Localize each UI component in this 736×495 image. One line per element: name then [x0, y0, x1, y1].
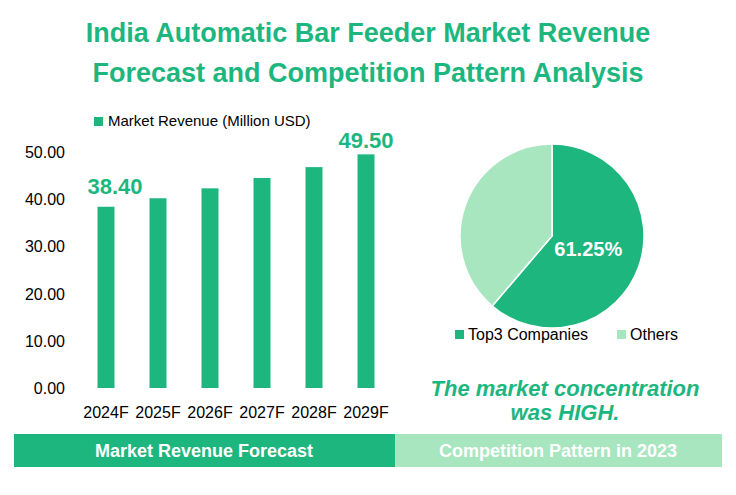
legend-swatch: [455, 330, 464, 339]
legend-label: Others: [630, 326, 678, 343]
y-tick-label: 30.00: [25, 238, 65, 255]
footer-band: [395, 434, 722, 467]
annotation: The market concentrationwas HIGH.: [431, 376, 700, 425]
y-tick-label: 50.00: [25, 144, 65, 161]
bar: [98, 207, 115, 388]
bar: [306, 167, 323, 388]
y-tick-label: 10.00: [25, 333, 65, 350]
bar: [150, 198, 167, 388]
legend-swatch: [94, 117, 103, 126]
legend-swatch: [617, 330, 626, 339]
x-tick-label: 2029F: [343, 404, 389, 421]
data-label: 49.50: [338, 128, 393, 153]
pie-label: 61.25%: [554, 238, 622, 260]
y-tick-label: 40.00: [25, 191, 65, 208]
pie: [460, 144, 644, 328]
x-tick-label: 2028F: [291, 404, 337, 421]
bar: [202, 188, 219, 388]
x-tick-label: 2025F: [135, 404, 181, 421]
data-label: 38.40: [88, 174, 143, 199]
pie-slice: [460, 144, 552, 306]
panel-caption: Market Revenue Forecast: [95, 441, 313, 461]
chart-root: India Automatic Bar Feeder Market Revenu…: [0, 0, 736, 495]
bar: [254, 178, 271, 388]
x-tick-label: 2026F: [187, 404, 233, 421]
x-tick-label: 2027F: [239, 404, 285, 421]
x-tick-label: 2024F: [83, 404, 129, 421]
title: India Automatic Bar Feeder Market Revenu…: [86, 18, 651, 88]
footer-band: [14, 434, 395, 467]
bar: [358, 154, 375, 388]
panel-caption: Competition Pattern in 2023: [439, 441, 677, 461]
y-tick-label: 20.00: [25, 286, 65, 303]
legend-label: Market Revenue (Million USD): [108, 112, 311, 129]
legend-label: Top3 Companies: [468, 326, 588, 343]
y-tick-label: 0.00: [34, 380, 65, 397]
